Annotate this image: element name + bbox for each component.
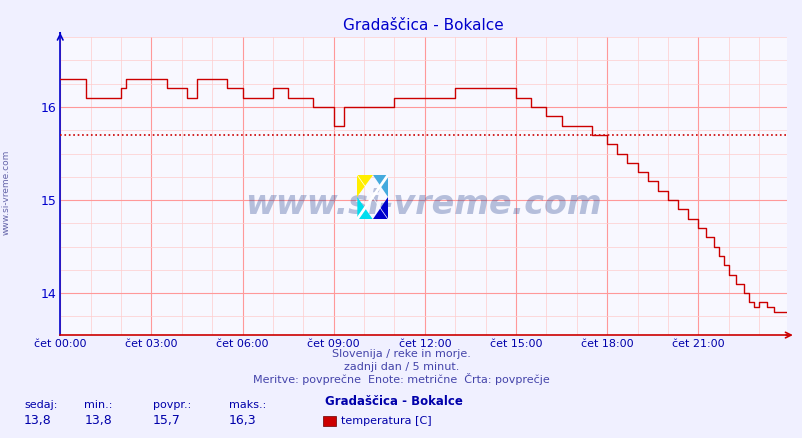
Text: Slovenija / reke in morje.: Slovenija / reke in morje. — [332, 349, 470, 359]
Text: Meritve: povprečne  Enote: metrične  Črta: povprečje: Meritve: povprečne Enote: metrične Črta:… — [253, 373, 549, 385]
Text: 15,7: 15,7 — [152, 414, 180, 427]
Text: povpr.:: povpr.: — [152, 400, 191, 410]
Text: 16,3: 16,3 — [229, 414, 256, 427]
Polygon shape — [357, 175, 372, 197]
Text: 13,8: 13,8 — [84, 414, 112, 427]
Polygon shape — [372, 197, 387, 219]
Text: zadnji dan / 5 minut.: zadnji dan / 5 minut. — [343, 362, 459, 372]
Title: Gradaščica - Bokalce: Gradaščica - Bokalce — [342, 18, 504, 33]
Text: temperatura [C]: temperatura [C] — [341, 417, 431, 426]
Text: www.si-vreme.com: www.si-vreme.com — [245, 187, 602, 220]
Text: Gradaščica - Bokalce: Gradaščica - Bokalce — [325, 395, 463, 408]
Polygon shape — [372, 175, 387, 197]
Text: min.:: min.: — [84, 400, 112, 410]
Text: sedaj:: sedaj: — [24, 400, 58, 410]
Polygon shape — [357, 197, 372, 219]
Text: maks.:: maks.: — [229, 400, 265, 410]
Text: www.si-vreme.com: www.si-vreme.com — [2, 150, 11, 235]
Text: 13,8: 13,8 — [24, 414, 52, 427]
